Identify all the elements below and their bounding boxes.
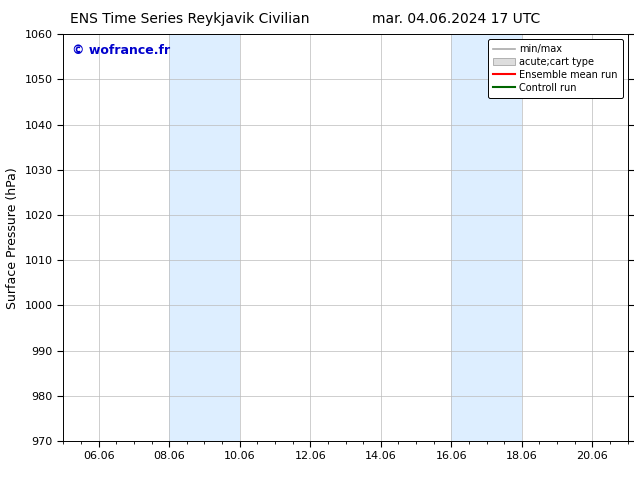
Text: ENS Time Series Reykjavik Civilian: ENS Time Series Reykjavik Civilian bbox=[70, 12, 310, 26]
Text: mar. 04.06.2024 17 UTC: mar. 04.06.2024 17 UTC bbox=[372, 12, 541, 26]
Y-axis label: Surface Pressure (hPa): Surface Pressure (hPa) bbox=[6, 167, 19, 309]
Legend: min/max, acute;cart type, Ensemble mean run, Controll run: min/max, acute;cart type, Ensemble mean … bbox=[488, 39, 623, 98]
Bar bbox=[451, 34, 522, 441]
Text: © wofrance.fr: © wofrance.fr bbox=[72, 45, 170, 57]
Bar bbox=[169, 34, 240, 441]
